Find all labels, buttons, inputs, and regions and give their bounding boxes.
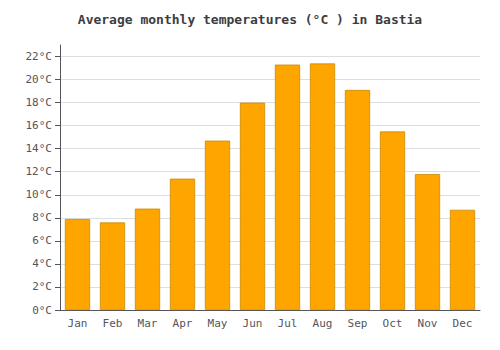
- svg-text:Dec: Dec: [453, 317, 473, 330]
- svg-text:2°C: 2°C: [32, 280, 52, 293]
- svg-text:6°C: 6°C: [32, 234, 52, 247]
- svg-text:Jun: Jun: [243, 317, 263, 330]
- svg-text:8°C: 8°C: [32, 211, 52, 224]
- svg-text:Nov: Nov: [418, 317, 438, 330]
- svg-text:Jan: Jan: [68, 317, 88, 330]
- svg-text:16°C: 16°C: [26, 119, 53, 132]
- svg-text:22°C: 22°C: [26, 50, 53, 63]
- svg-text:20°C: 20°C: [26, 73, 53, 86]
- svg-text:Jul: Jul: [278, 317, 298, 330]
- svg-text:0°C: 0°C: [32, 304, 52, 317]
- svg-text:10°C: 10°C: [26, 188, 53, 201]
- svg-text:Feb: Feb: [103, 317, 123, 330]
- svg-text:Sep: Sep: [348, 317, 368, 330]
- svg-text:14°C: 14°C: [26, 142, 53, 155]
- svg-text:Apr: Apr: [173, 317, 193, 330]
- svg-text:4°C: 4°C: [32, 257, 52, 270]
- svg-text:12°C: 12°C: [26, 165, 53, 178]
- svg-text:Oct: Oct: [383, 317, 403, 330]
- svg-text:Average monthly temperatures (: Average monthly temperatures (°C ) in Ba…: [78, 12, 423, 27]
- svg-text:18°C: 18°C: [26, 96, 53, 109]
- svg-text:Aug: Aug: [313, 317, 333, 330]
- svg-text:Mar: Mar: [138, 317, 158, 330]
- svg-text:May: May: [208, 317, 228, 330]
